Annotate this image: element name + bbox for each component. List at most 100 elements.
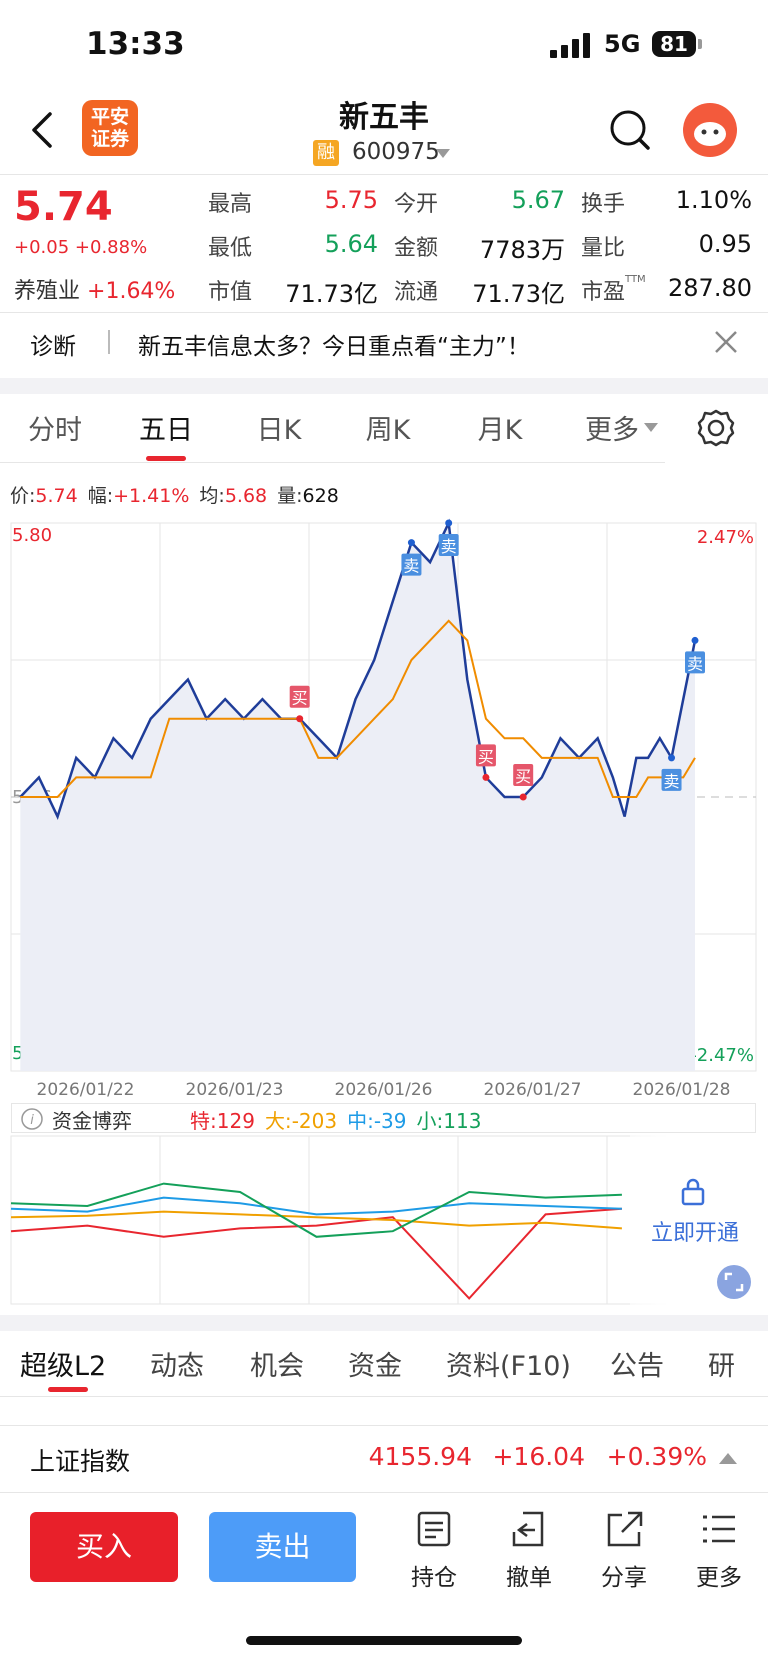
tool-icon[interactable] [699,1510,739,1550]
trade-tag [475,744,496,767]
chart-tab[interactable]: 更多 [585,415,639,446]
triangle [644,423,658,432]
buy-button[interactable]: 买入 [30,1512,178,1582]
stat-label: 最高 [208,192,253,217]
settings-button[interactable] [696,408,736,448]
back-button[interactable] [28,110,58,150]
stock-name: 新五丰 [339,100,429,135]
trade-tag [661,768,682,791]
chart-tab[interactable]: 五日 [139,415,193,446]
trade-tag [438,534,459,556]
trade-dot [519,793,527,801]
x-tick-label: 2026/01/26 [335,1080,433,1100]
y-tick-label: 5.80 [12,525,52,546]
x-tick-label: 2026/01/22 [37,1080,135,1100]
info-value: 628 [302,485,339,507]
close-button[interactable] [714,330,738,354]
bottom-tab[interactable]: 资金 [348,1351,402,1382]
trade-tag-label: 卖 [687,654,703,673]
info-value: 5.74 [35,485,78,507]
change-pct: +0.88% [74,237,148,258]
tool-label[interactable]: 更多 [696,1565,742,1591]
unlock-button[interactable]: 立即开通 [650,1221,739,1246]
tool-label[interactable]: 撤单 [506,1565,552,1591]
bottom-tab[interactable]: 研 [708,1351,735,1382]
icon-stroke [607,1513,641,1547]
info-icon[interactable]: i [20,1107,44,1131]
tab-indicator [48,1387,88,1392]
chart-tab[interactable]: 月K [477,415,523,446]
stat-value: 5.64 [324,230,378,258]
icon-stroke [512,1511,544,1547]
more-arrow [644,423,658,432]
info-label: 均: [199,485,225,507]
stat-label: 市盈TTM [581,274,646,305]
stat-value: 5.75 [324,186,378,214]
status-battery: 81 [652,31,696,57]
icon-stroke [516,1523,535,1537]
fund-line [10,1196,622,1216]
logo-line: 平安 [90,106,129,128]
sell-button[interactable]: 卖出 [209,1512,356,1582]
trade-dot [691,636,699,644]
x-tick-label: 2026/01/27 [484,1080,582,1100]
stock-code: 600975 [352,139,440,165]
signal-icon [550,33,590,58]
fund-title: 资金博弈 [52,1109,132,1133]
bottom-tab[interactable]: 动态 [150,1351,204,1382]
avatar[interactable] [682,102,738,158]
info-label: 幅: [87,485,114,507]
legend-label: 中: [347,1109,374,1133]
stat-value: 287.80 [668,274,752,302]
stat-sup: TTM [625,274,646,285]
bottom-tab[interactable]: 资料(F10) [446,1351,571,1382]
tool-icon[interactable] [414,1510,454,1550]
divider [0,312,768,313]
bottom-tab[interactable]: 公告 [610,1351,664,1382]
stat-value: 0.95 [698,230,752,258]
last-price: 5.74 [14,184,113,230]
expand-button[interactable] [716,1264,752,1300]
sector-name: 养殖业 [14,279,81,304]
chart-tab[interactable]: 日K [256,415,302,446]
svg-text:i: i [30,1113,34,1128]
stat-label: 流通 [394,280,439,305]
tool-icon[interactable] [604,1510,644,1550]
legend-value: -39 [373,1109,407,1133]
index-name: 上证指数 [30,1447,131,1476]
trade-dot [296,715,304,723]
sector-pct: +1.64% [87,279,176,304]
index-change: +16.04 [492,1442,585,1471]
trade-dot [668,754,676,762]
tool-label[interactable]: 持仓 [411,1565,457,1591]
x-tick-label: 2026/01/23 [186,1080,284,1100]
fund-line [10,1210,622,1230]
legend-value: 129 [216,1109,255,1133]
trade-tag-label: 买 [478,747,494,766]
pct-tick-label: 2.47% [697,527,754,548]
logo-line: 证券 [90,128,129,150]
tool-label[interactable]: 分享 [601,1565,647,1591]
change: +0.05 [14,237,70,258]
chart-info: 价:5.74 幅:+1.41% 均:5.68 量:628 [10,481,349,508]
info-value: 5.68 [224,485,268,507]
separator [108,330,110,354]
diagnosis-text[interactable]: 新五丰信息太多？今日重点看“主力”！ [138,334,530,360]
code-dropdown[interactable] [435,148,451,160]
chart-tab[interactable]: 分时 [28,415,82,446]
battery-cap [698,39,702,49]
avg-line [20,619,696,798]
legend-label: 大: [264,1109,292,1133]
bottom-tab[interactable]: 超级L2 [20,1351,107,1382]
expand-arrow[interactable] [718,1451,738,1465]
trade-tag [513,764,534,786]
index-bar[interactable] [0,1425,768,1493]
chart-tab[interactable]: 周K [365,415,411,446]
stat-label: 金额 [394,236,439,261]
stat-label: 市值 [208,280,253,305]
tool-icon[interactable] [509,1510,549,1550]
bottom-tab[interactable]: 机会 [250,1351,304,1382]
search-button[interactable] [608,108,652,152]
gap [0,378,768,394]
